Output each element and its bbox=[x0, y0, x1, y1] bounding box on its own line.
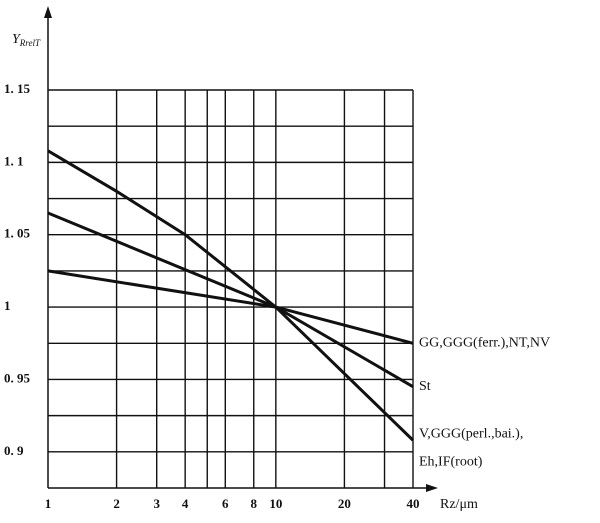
x-tick-label: 20 bbox=[338, 496, 351, 511]
y-tick-label: 0. 95 bbox=[4, 370, 31, 385]
x-tick-label: 8 bbox=[251, 496, 258, 511]
x-tick-label: 6 bbox=[222, 496, 229, 511]
x-tick-label: 10 bbox=[269, 496, 282, 511]
x-tick-label: 40 bbox=[407, 496, 420, 511]
x-axis-arrow bbox=[426, 484, 438, 492]
y-tick-label: 1. 05 bbox=[4, 226, 31, 241]
y-axis-label-main: Y bbox=[12, 32, 22, 47]
series-label: GG,GGG(ferr.),NT,NV bbox=[419, 335, 550, 350]
series-label: St bbox=[419, 379, 431, 394]
x-tick-label: 4 bbox=[182, 496, 189, 511]
series-label: Eh,IF(root) bbox=[419, 454, 483, 469]
x-tick-label: 1 bbox=[45, 496, 52, 511]
x-tick-label: 3 bbox=[153, 496, 160, 511]
y-tick-label: 1. 15 bbox=[4, 81, 31, 96]
x-tick-label: 2 bbox=[113, 496, 120, 511]
series-line bbox=[47, 149, 415, 442]
series-label: V,GGG(perl.,bai.), bbox=[419, 426, 523, 441]
y-tick-label: 0. 9 bbox=[4, 443, 24, 458]
y-axis-label-sub: RrelT bbox=[19, 38, 41, 48]
y-tick-label: 1. 1 bbox=[4, 153, 24, 168]
y-tick-label: 1 bbox=[4, 298, 11, 313]
y-axis-arrow bbox=[44, 6, 52, 18]
y-axis-label: YRrelT bbox=[12, 32, 41, 48]
x-axis-label: Rz/μm bbox=[440, 497, 478, 512]
